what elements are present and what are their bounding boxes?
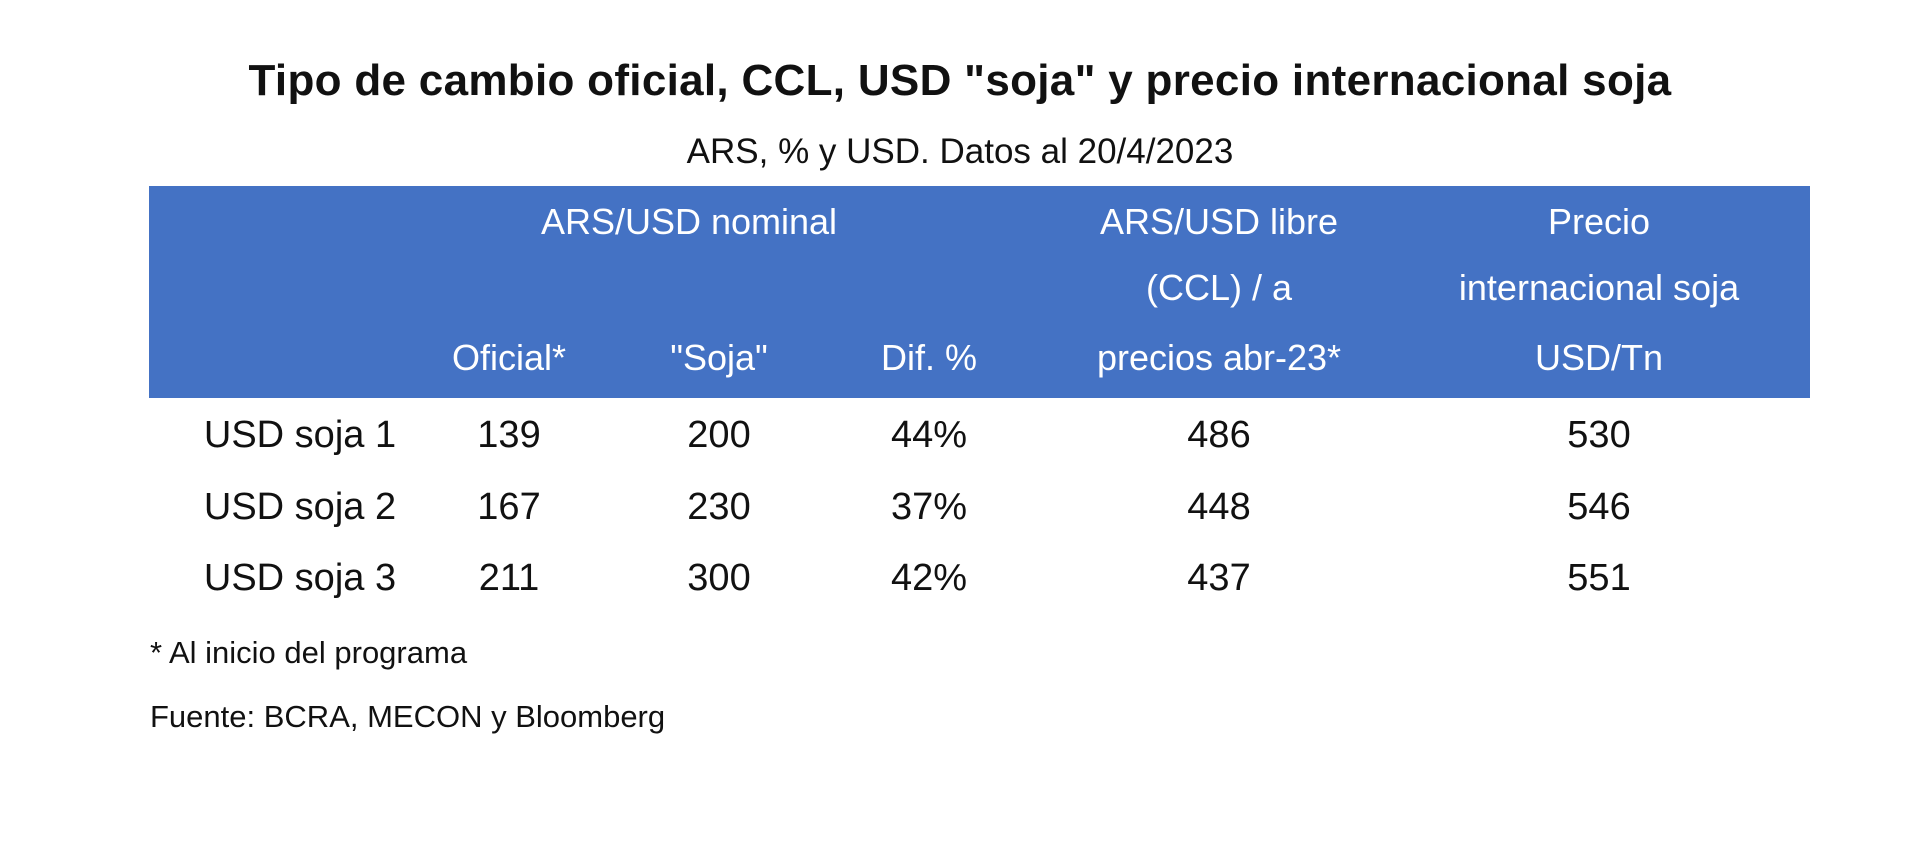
col-header-precio-line2: internacional soja xyxy=(1458,267,1740,308)
cell-dif: 37% xyxy=(890,486,968,528)
cell-precio: 530 xyxy=(1567,414,1631,456)
cell-oficial: 167 xyxy=(477,486,541,528)
source-note: Fuente: BCRA, MECON y Bloomberg xyxy=(150,699,666,734)
col-header-precio-line3: USD/Tn xyxy=(1534,337,1664,378)
cell-precio: 546 xyxy=(1567,486,1631,528)
col-header-soja: "Soja" xyxy=(670,337,768,378)
cell-dif: 44% xyxy=(890,414,968,456)
cell-oficial: 139 xyxy=(477,414,541,456)
chart-subtitle: ARS, % y USD. Datos al 20/4/2023 xyxy=(686,132,1234,171)
group-header-nominal: ARS/USD nominal xyxy=(540,201,838,242)
col-header-ccl-line1: ARS/USD libre xyxy=(1099,201,1339,242)
cell-ccl: 437 xyxy=(1187,557,1251,599)
col-header-ccl-line2: (CCL) / a xyxy=(1145,267,1293,308)
row-label: USD soja 2 xyxy=(203,486,397,528)
cell-ccl: 448 xyxy=(1187,486,1251,528)
cell-dif: 42% xyxy=(890,557,968,599)
col-header-dif: Dif. % xyxy=(880,337,977,378)
cell-oficial: 211 xyxy=(478,557,540,599)
cell-soja: 300 xyxy=(687,557,751,599)
cell-soja: 230 xyxy=(687,486,751,528)
cell-precio: 551 xyxy=(1567,557,1631,599)
row-label: USD soja 1 xyxy=(203,414,397,456)
col-header-precio-line1: Precio xyxy=(1547,201,1651,242)
col-header-oficial: Oficial* xyxy=(451,337,567,378)
col-header-ccl-line3: precios abr-23* xyxy=(1096,337,1342,378)
chart-title: Tipo de cambio oficial, CCL, USD "soja" … xyxy=(248,56,1672,105)
footnote: * Al inicio del programa xyxy=(150,635,468,670)
table-header: ARS/USD nominal Oficial* "Soja" Dif. % A… xyxy=(149,186,1810,398)
row-label: USD soja 3 xyxy=(203,557,397,599)
cell-ccl: 486 xyxy=(1187,414,1251,456)
cell-soja: 200 xyxy=(687,414,751,456)
